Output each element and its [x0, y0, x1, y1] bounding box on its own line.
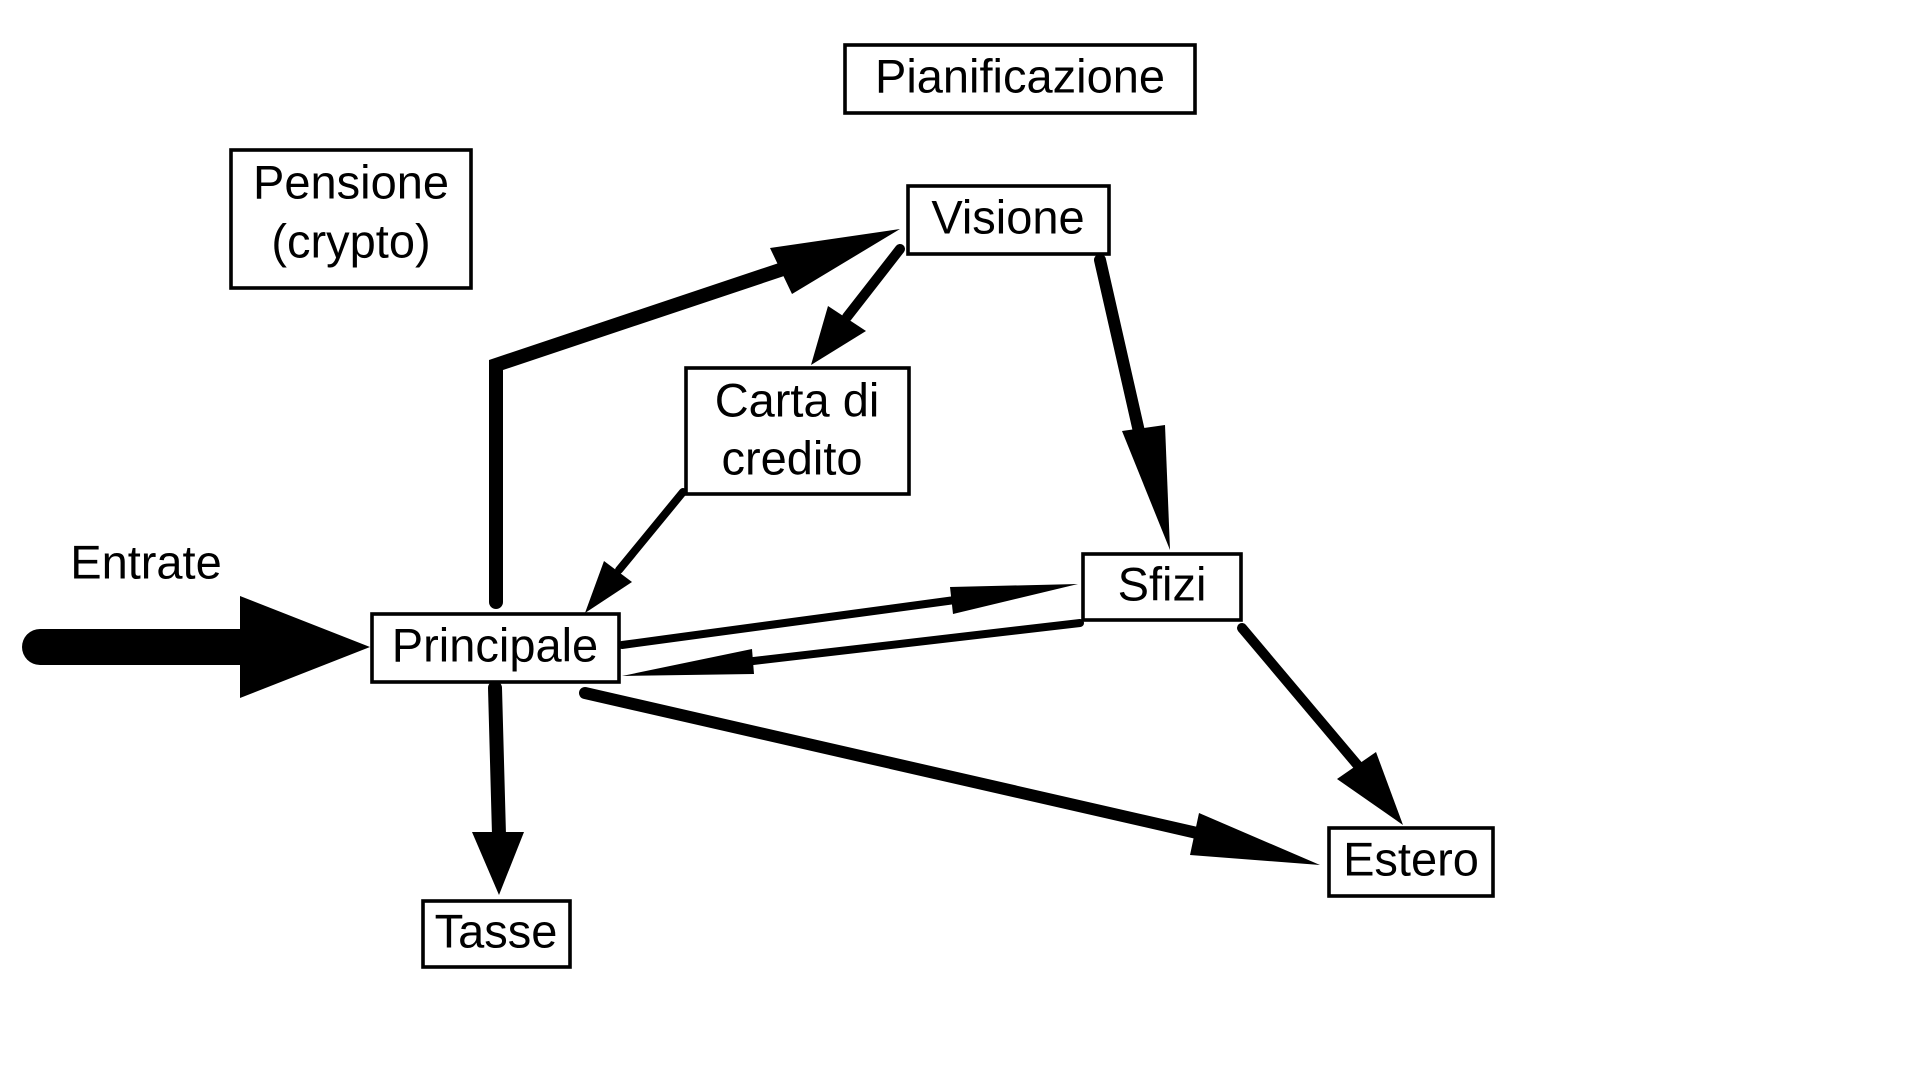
node-pensione-label-line2: (crypto)	[271, 214, 430, 267]
node-carta-label-line2: credito	[721, 431, 862, 484]
edge-entrate-to-principale	[22, 596, 370, 698]
node-pianificazione: Pianificazione	[843, 43, 1197, 115]
edge-sfizi-to-principale	[622, 619, 1084, 676]
node-pianificazione-label: Pianificazione	[875, 49, 1165, 102]
edge-principale-to-sfizi	[618, 584, 1078, 649]
node-sfizi: Sfizi	[1081, 552, 1243, 622]
input-label-entrate: Entrate	[70, 535, 222, 588]
node-visione: Visione	[906, 184, 1111, 256]
node-carta-label-line1: Carta di	[715, 373, 880, 426]
edge-principale-to-visione	[489, 229, 900, 609]
node-tasse-label: Tasse	[435, 904, 558, 957]
edge-visione-to-carta	[811, 244, 905, 365]
node-pensione: Pensione (crypto)	[229, 148, 473, 290]
node-pensione-label-line1: Pensione	[253, 155, 449, 208]
edge-visione-to-sfizi	[1094, 254, 1170, 550]
node-carta-di-credito: Carta di credito	[684, 366, 911, 496]
edge-principale-to-estero	[579, 687, 1320, 865]
node-visione-label: Visione	[931, 190, 1084, 243]
edges	[22, 229, 1403, 895]
node-tasse: Tasse	[421, 899, 572, 969]
edge-sfizi-to-estero	[1237, 623, 1403, 825]
edge-principale-to-tasse	[472, 681, 524, 895]
node-estero: Estero	[1327, 826, 1495, 898]
node-sfizi-label: Sfizi	[1118, 557, 1207, 610]
edge-carta-to-principale	[585, 488, 687, 613]
node-principale-label: Principale	[392, 618, 598, 671]
node-estero-label: Estero	[1343, 832, 1479, 885]
node-principale: Principale	[370, 612, 621, 684]
